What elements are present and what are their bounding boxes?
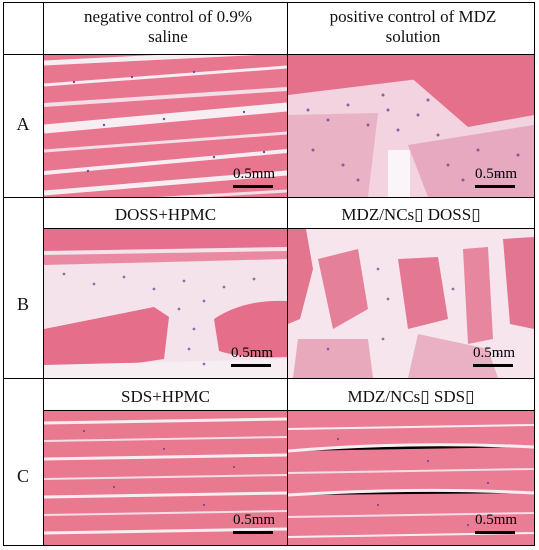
grid-top [3, 2, 535, 3]
panel-a-positive-control [288, 55, 534, 197]
header-positive-control: positive control of MDZ solution [329, 7, 497, 46]
micrograph-a2 [288, 55, 534, 197]
grid-bottom [3, 545, 535, 546]
grid-row-b-bottom [3, 378, 535, 379]
micrograph-b1 [44, 229, 287, 378]
scale-label-b1: 0.5mm [231, 345, 274, 361]
scale-bar-b2 [473, 364, 513, 367]
grid-header-bottom [3, 54, 535, 55]
micrograph-c1 [44, 411, 287, 545]
header-negative-control: negative control of 0.9% saline [83, 7, 253, 46]
title-mdz-ncs-doss: MDZ/NCs▯ DOSS▯ [341, 205, 481, 224]
row-label-b: B [16, 294, 29, 314]
scale-bar-b1 [231, 364, 271, 367]
row-label-a: A [16, 114, 30, 134]
panel-a-negative-control [44, 55, 287, 197]
micrograph-a1 [44, 55, 287, 197]
scale-bar-a1 [233, 185, 273, 188]
grid-row-a-bottom [3, 197, 535, 198]
panel-c-sds-hpmc [44, 411, 287, 545]
scale-label-a1: 0.5mm [233, 166, 276, 182]
grid-left [3, 2, 4, 546]
row-label-c: C [16, 466, 29, 486]
title-doss-hpmc: DOSS+HPMC [114, 205, 217, 224]
grid-b-title-bottom [43, 228, 535, 229]
grid-middle [287, 2, 288, 546]
grid-c-title-bottom [43, 410, 535, 411]
title-sds-hpmc: SDS+HPMC [121, 387, 210, 406]
histology-figure: negative control of 0.9% saline positive… [3, 2, 535, 546]
scale-bar-c1 [233, 531, 273, 534]
scale-label-a2: 0.5mm [475, 166, 518, 182]
scale-label-b2: 0.5mm [473, 345, 516, 361]
scale-label-c1: 0.5mm [233, 512, 276, 528]
panel-b-mdz-ncs-doss [288, 229, 534, 378]
scale-bar-c2 [475, 531, 515, 534]
micrograph-b2 [288, 229, 534, 378]
panel-c-mdz-ncs-sds [288, 411, 534, 545]
scale-label-c2: 0.5mm [475, 512, 518, 528]
grid-label-divider [43, 2, 44, 546]
title-mdz-ncs-sds: MDZ/NCs▯ SDS▯ [347, 387, 475, 406]
scale-bar-a2 [475, 185, 515, 188]
micrograph-c2 [288, 411, 534, 545]
panel-b-doss-hpmc [44, 229, 287, 378]
grid-right [534, 2, 535, 546]
